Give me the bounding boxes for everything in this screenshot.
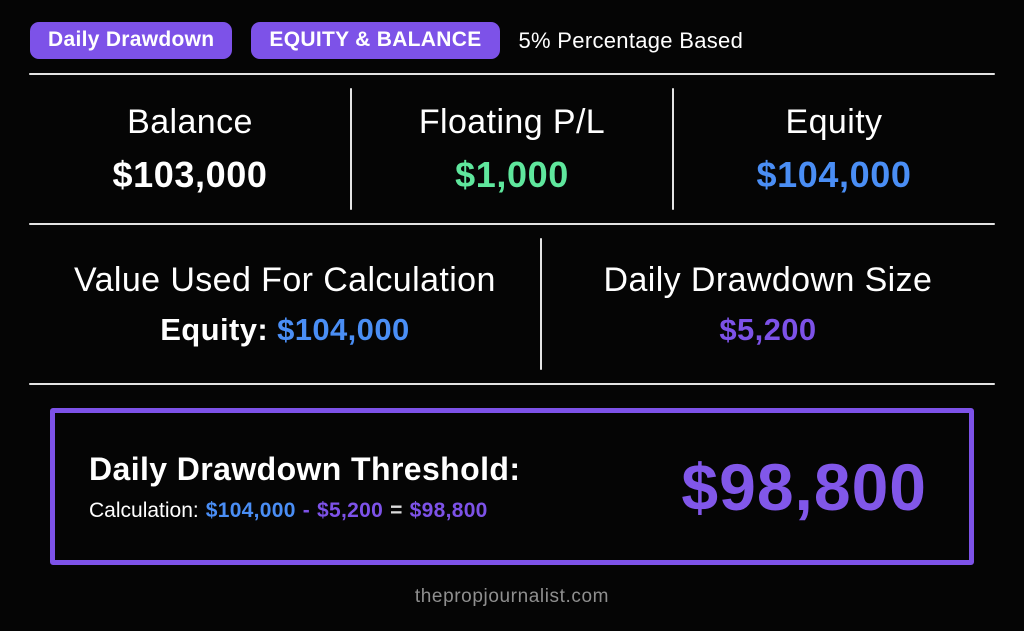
threshold-big-value: $98,800	[681, 449, 927, 524]
divider-vertical-2	[672, 88, 674, 210]
stat-equity-label: Equity	[785, 102, 883, 141]
divider-top	[29, 73, 995, 75]
divider-vertical-3	[539, 238, 542, 370]
stats-row-2: Value Used For Calculation Equity: $104,…	[0, 225, 1024, 383]
stats-row-1: Balance $103,000 Floating P/L $1,000 Equ…	[0, 75, 1024, 223]
divider-middle-1	[29, 223, 995, 225]
calc-label: Calculation:	[89, 498, 199, 522]
calc-minus-sign: -	[302, 498, 311, 522]
stat-balance-label: Balance	[127, 102, 253, 141]
badge-daily-drawdown: Daily Drawdown	[30, 22, 233, 59]
stat-value-used-amount: $104,000	[277, 311, 410, 347]
divider-middle-2	[29, 383, 995, 385]
threshold-title: Daily Drawdown Threshold:	[89, 450, 521, 487]
stat-balance: Balance $103,000	[30, 75, 350, 223]
stat-floating-pl-value: $1,000	[455, 153, 569, 195]
stat-drawdown-size-value: $5,200	[719, 311, 817, 347]
stat-value-used-value: Equity: $104,000	[160, 312, 409, 348]
badge-equity-balance: EQUITY & BALANCE	[251, 22, 500, 59]
stat-floating-pl: Floating P/L $1,000	[352, 75, 672, 223]
stat-value-used-key: Equity:	[160, 311, 269, 347]
stat-equity-value: $104,000	[756, 153, 912, 195]
calc-result: $98,800	[409, 498, 488, 522]
stat-drawdown-size-label: Daily Drawdown Size	[603, 260, 933, 299]
stat-value-used-label: Value Used For Calculation	[74, 260, 496, 299]
calc-equals-sign: =	[390, 498, 403, 522]
threshold-box: Daily Drawdown Threshold: Calculation: $…	[50, 408, 974, 565]
header-subtitle: 5% Percentage Based	[518, 27, 744, 53]
divider-vertical-1	[350, 88, 352, 210]
stat-equity: Equity $104,000	[674, 75, 994, 223]
threshold-text-block: Daily Drawdown Threshold: Calculation: $…	[89, 451, 520, 523]
stat-floating-pl-label: Floating P/L	[418, 102, 606, 141]
threshold-calculation: Calculation: $104,000 - $5,200 = $98,800	[89, 499, 520, 523]
stat-value-used: Value Used For Calculation Equity: $104,…	[30, 225, 540, 383]
stat-balance-value: $103,000	[112, 153, 268, 195]
stat-drawdown-size: Daily Drawdown Size $5,200	[542, 225, 994, 383]
footer-website: thepropjournalist.com	[414, 586, 610, 607]
calc-minuend: $104,000	[205, 498, 296, 522]
header: Daily Drawdown EQUITY & BALANCE 5% Perce…	[0, 0, 1024, 59]
calc-subtrahend: $5,200	[317, 498, 384, 522]
